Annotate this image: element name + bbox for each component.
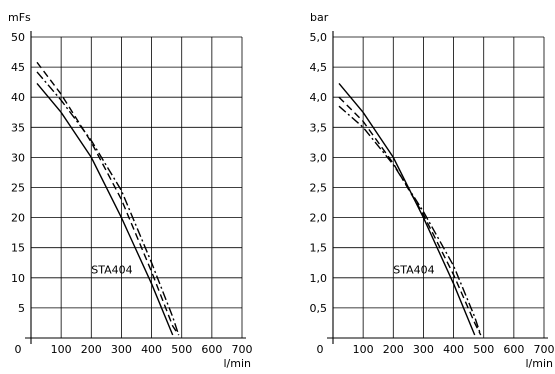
- y-tick-label: 15: [11, 242, 25, 255]
- y-tick-label: 40: [11, 91, 25, 104]
- y-tick-label: 5: [18, 302, 25, 315]
- x-tick-label: 600: [503, 343, 524, 356]
- x-tick-label: 300: [413, 343, 434, 356]
- x-tick-label: 200: [81, 343, 102, 356]
- y-tick-label: 0,5: [310, 302, 328, 315]
- chart-1: 0 100 200 300 400 500 600 700 5 10 15 20 25 30 35 40 45 5…: [8, 11, 253, 370]
- y-tick-label: 5,0: [310, 31, 328, 44]
- x-tick-label: 500: [473, 343, 494, 356]
- x-tick-label: 700: [534, 343, 555, 356]
- y-tick-label: 20: [11, 212, 25, 225]
- y-tick-label: 45: [11, 61, 25, 74]
- y-tick-label: 4,5: [310, 61, 328, 74]
- x-tick-label: 400: [443, 343, 464, 356]
- y-tick-label: 10: [11, 272, 25, 285]
- y-tick-label: 1,0: [310, 272, 328, 285]
- x-tick-label: 0: [15, 343, 22, 356]
- x-tick-label: 100: [51, 343, 72, 356]
- x-tick-label: 600: [201, 343, 222, 356]
- x-tick-label: 400: [141, 343, 162, 356]
- y-tick-label: 3,5: [310, 121, 328, 134]
- y-axis-label: mFs: [8, 11, 31, 24]
- y-tick-label: 25: [11, 182, 25, 195]
- x-tick-label: 300: [111, 343, 132, 356]
- y-tick-label: 2,0: [310, 212, 328, 225]
- series-line-solid: [338, 82, 476, 336]
- series-line-solid: [36, 82, 174, 336]
- series-line-dashed: [338, 96, 482, 336]
- series-line-dashdot: [338, 105, 482, 336]
- y-tick-label: 50: [11, 31, 25, 44]
- y-tick-label: 2,5: [310, 182, 328, 195]
- x-tick-label: 700: [232, 343, 253, 356]
- x-tick-label: 500: [171, 343, 192, 356]
- y-tick-label: 4,0: [310, 91, 328, 104]
- series-line-dashed: [36, 61, 180, 336]
- y-tick-label: 30: [11, 151, 25, 164]
- x-axis-label: l/min: [525, 357, 553, 370]
- model-label: STA404: [393, 263, 434, 276]
- y-tick-label: 3,0: [310, 151, 328, 164]
- y-axis-label: bar: [310, 11, 329, 24]
- chart-2: 0 100 200 300 400 500 600 700 0,5 1,0 1,5 2,0 2,5 3,0…: [310, 11, 555, 370]
- model-label: STA404: [91, 263, 132, 276]
- x-tick-label: 0: [317, 343, 324, 356]
- x-tick-label: 200: [383, 343, 404, 356]
- series-line-dashdot: [36, 71, 180, 336]
- y-tick-label: 35: [11, 121, 25, 134]
- y-tick-label: 1,5: [310, 242, 328, 255]
- x-axis-label: l/min: [223, 357, 251, 370]
- x-tick-label: 100: [353, 343, 374, 356]
